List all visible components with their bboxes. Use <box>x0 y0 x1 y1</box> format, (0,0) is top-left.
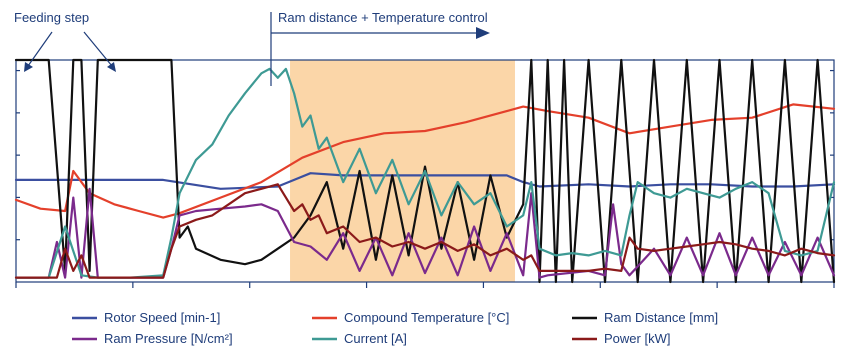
series-layer <box>14 58 836 284</box>
series-line-rotor-speed-min-1 <box>14 172 836 190</box>
series-line-compound-temperature-c <box>14 103 836 219</box>
feeding-step-arrows <box>24 31 116 72</box>
legend-label-ram-pressure-n-cm: Ram Pressure [N/cm²] <box>104 331 233 346</box>
legend-label-ram-distance-mm: Ram Distance [mm] <box>604 310 718 325</box>
ram-phase-label: Ram distance + Temperature control <box>278 10 488 25</box>
plot-frame <box>15 59 835 283</box>
ram-phase-arrow <box>270 12 490 86</box>
series-line-current-a <box>14 67 836 279</box>
legend-label-rotor-speed-min-1: Rotor Speed [min-1] <box>104 310 220 325</box>
legend-label-compound-temperature-c: Compound Temperature [°C] <box>344 310 509 325</box>
feeding-step-label: Feeding step <box>14 10 89 25</box>
legend: Rotor Speed [min-1] Compound Temperature … <box>72 310 718 346</box>
series-line-power-kw <box>14 183 836 279</box>
legend-label-current-a: Current [A] <box>344 331 407 346</box>
series-line-ram-distance-mm <box>14 58 836 284</box>
legend-label-power-kw: Power [kW] <box>604 331 670 346</box>
